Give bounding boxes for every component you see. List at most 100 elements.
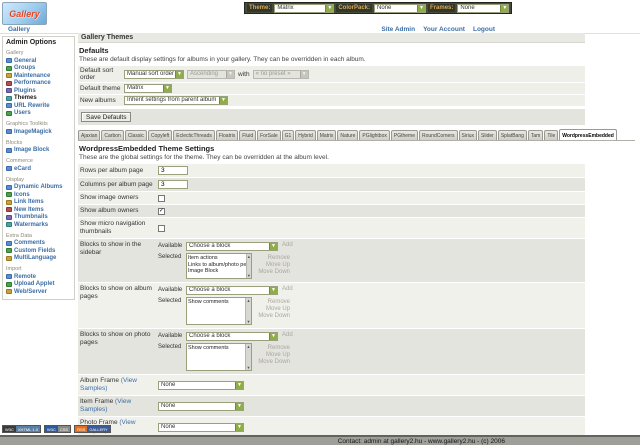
sidebar-item-users[interactable]: Users (6, 110, 73, 118)
sidebar-item-watermarks[interactable]: Watermarks (6, 221, 73, 229)
scroll-up-icon[interactable]: ▲ (246, 298, 251, 303)
breadcrumb-gallery-link[interactable]: Gallery (8, 25, 31, 33)
scroll-down-icon[interactable]: ▼ (246, 273, 251, 278)
colorpack-select[interactable]: None ▼ (374, 3, 427, 13)
sidebar-item-themes[interactable]: Themes (6, 95, 73, 103)
sidebar-item-performance[interactable]: Performance (6, 80, 73, 88)
tab-fluid[interactable]: Fluid (239, 130, 257, 140)
blocks-sidebar-move-down-button[interactable]: Move Down (258, 269, 290, 275)
blocks-photo-add-button[interactable]: Add (282, 332, 293, 338)
item-frame-select[interactable]: None ▼ (158, 401, 244, 411)
blocks-photo-choose-select[interactable]: Choose a block ▼ (186, 332, 278, 341)
tab-siriux[interactable]: Siriux (458, 130, 478, 140)
tab-ajaxian[interactable]: Ajaxian (78, 130, 101, 140)
blocks-photo-move-down-button[interactable]: Move Down (258, 359, 290, 365)
sidebar-item-plugins[interactable]: Plugins (6, 87, 73, 95)
tab-hybrid[interactable]: Hybrid (295, 130, 316, 140)
tab-eclecticthreads[interactable]: EclecticThreads (173, 130, 215, 140)
blocks-album-remove-button[interactable]: Remove (267, 299, 290, 305)
show-image-owners-checkbox[interactable] (158, 194, 165, 202)
listbox-option[interactable]: Show comments (188, 299, 229, 305)
blocks-album-choose-select[interactable]: Choose a block ▼ (186, 286, 278, 295)
cols-per-page-input[interactable] (158, 180, 188, 189)
save-defaults-button[interactable]: Save Defaults (81, 112, 132, 122)
default-theme-select[interactable]: Matrix ▼ (124, 84, 172, 93)
scrollbar[interactable]: ▲ ▼ (245, 344, 251, 370)
scrollbar[interactable]: ▲ ▼ (245, 254, 251, 278)
rows-per-page-input[interactable] (158, 166, 188, 175)
tab-splatbang[interactable]: SplatBang (497, 130, 527, 140)
site-admin-link[interactable]: Site Admin (381, 25, 416, 33)
blocks-album-move-down-button[interactable]: Move Down (258, 313, 290, 319)
listbox-option[interactable]: Show comments (188, 345, 229, 351)
blocks-sidebar-choose-select[interactable]: Choose a block ▼ (186, 242, 278, 251)
sidebar-item-maintenance[interactable]: Maintenance (6, 72, 73, 80)
listbox-option[interactable]: Image Block (188, 268, 219, 274)
tab-classic[interactable]: Classic (124, 130, 147, 140)
scroll-down-icon[interactable]: ▼ (246, 319, 251, 324)
sidebar-item-ecard[interactable]: eCard (6, 165, 73, 173)
xhtml-1-0-badge[interactable]: W3C XHTML 1.0 (2, 425, 41, 433)
sidebar-item-comments[interactable]: Comments (6, 240, 73, 248)
scroll-up-icon[interactable]: ▲ (246, 344, 251, 349)
blocks-sidebar-add-button[interactable]: Add (282, 242, 293, 248)
sidebar-item-image-block[interactable]: Image Block (6, 147, 73, 155)
your-account-link[interactable]: Your Account (423, 25, 465, 33)
new-albums-select[interactable]: Inherit settings from parent album ▼ (124, 96, 228, 105)
sidebar-item-custom-fields[interactable]: Custom Fields (6, 247, 73, 255)
tab-wordpressembedded[interactable]: WordpressEmbedded (559, 129, 617, 140)
show-micro-nav-checkbox[interactable] (158, 224, 165, 232)
gallery-badge[interactable]: RSS GALLERY (74, 425, 111, 433)
listbox-option[interactable]: Item actions (188, 255, 218, 261)
sidebar-item-link-items[interactable]: Link Items (6, 199, 73, 207)
sidebar-item-icons[interactable]: Icons (6, 191, 73, 199)
frames-select[interactable]: None ▼ (457, 3, 510, 13)
blocks-photo-selected-listbox[interactable]: Show comments ▲ ▼ (186, 343, 252, 371)
blocks-sidebar-remove-button[interactable]: Remove (267, 255, 290, 261)
blocks-album-move-up-button[interactable]: Move Up (265, 306, 290, 312)
css-badge[interactable]: W3C CSS (43, 425, 72, 433)
sidebar-item-thumbnails[interactable]: Thumbnails (6, 214, 73, 222)
sidebar-item-groups[interactable]: Groups (6, 65, 73, 73)
sidebar-item-multilanguage[interactable]: MultiLanguage (6, 255, 73, 263)
blocks-album-selected-listbox[interactable]: Show comments ▲ ▼ (186, 297, 252, 325)
tab-forsale[interactable]: ForSale (257, 130, 281, 140)
listbox-option[interactable]: Links to album/photo peers (188, 261, 246, 268)
album-frame-select[interactable]: None ▼ (158, 380, 244, 390)
tab-copyleft[interactable]: Copyleft (147, 130, 173, 140)
tab-nature[interactable]: Nature (337, 130, 359, 140)
sidebar-item-new-items[interactable]: New Items (6, 206, 73, 214)
blocks-sidebar-move-up-button[interactable]: Move Up (265, 262, 290, 268)
show-album-owners-checkbox[interactable]: ✓ (158, 207, 165, 215)
sidebar-item-imagemagick[interactable]: ImageMagick (6, 128, 73, 136)
tab-matrix[interactable]: Matrix (316, 130, 337, 140)
tab-slider[interactable]: Slider (478, 130, 497, 140)
theme-select[interactable]: Matrix ▼ (274, 3, 335, 13)
tab-roundcorners[interactable]: RoundCorners (418, 130, 458, 140)
sidebar-item-url-rewrite[interactable]: URL Rewrite (6, 102, 73, 110)
tab-tile[interactable]: Tile (544, 130, 559, 140)
item-frame-view-samples-link[interactable]: (View Samples) (80, 398, 132, 413)
tab-pgtheme[interactable]: PGtheme (390, 130, 418, 140)
scroll-up-icon[interactable]: ▲ (246, 254, 251, 259)
blocks-album-add-button[interactable]: Add (282, 286, 293, 292)
tab-g1[interactable]: G1 (281, 130, 295, 140)
tab-carbon[interactable]: Carbon (101, 130, 124, 140)
logout-link[interactable]: Logout (472, 25, 495, 33)
default-sort-order-select[interactable]: Manual sort order ▼ (124, 69, 184, 79)
blocks-photo-move-up-button[interactable]: Move Up (265, 352, 290, 358)
sidebar-item-dynamic-albums[interactable]: Dynamic Albums (6, 184, 73, 192)
tab-tam[interactable]: Tam (527, 130, 544, 140)
tab-pglightbox[interactable]: PGlightbox (359, 130, 390, 140)
scrollbar[interactable]: ▲ ▼ (245, 298, 251, 324)
sidebar-item-general[interactable]: General (6, 57, 73, 65)
photo-frame-select[interactable]: None ▼ (158, 422, 244, 432)
sidebar-item-web-server[interactable]: Web/Server (6, 288, 73, 296)
gallery-logo[interactable]: Gallery (2, 2, 47, 25)
tab-floatrix[interactable]: Floatrix (215, 130, 239, 140)
sidebar-item-remote[interactable]: Remote (6, 273, 73, 281)
scroll-down-icon[interactable]: ▼ (246, 365, 251, 370)
album-frame-view-samples-link[interactable]: (View Samples) (80, 377, 137, 392)
blocks-photo-remove-button[interactable]: Remove (267, 345, 290, 351)
